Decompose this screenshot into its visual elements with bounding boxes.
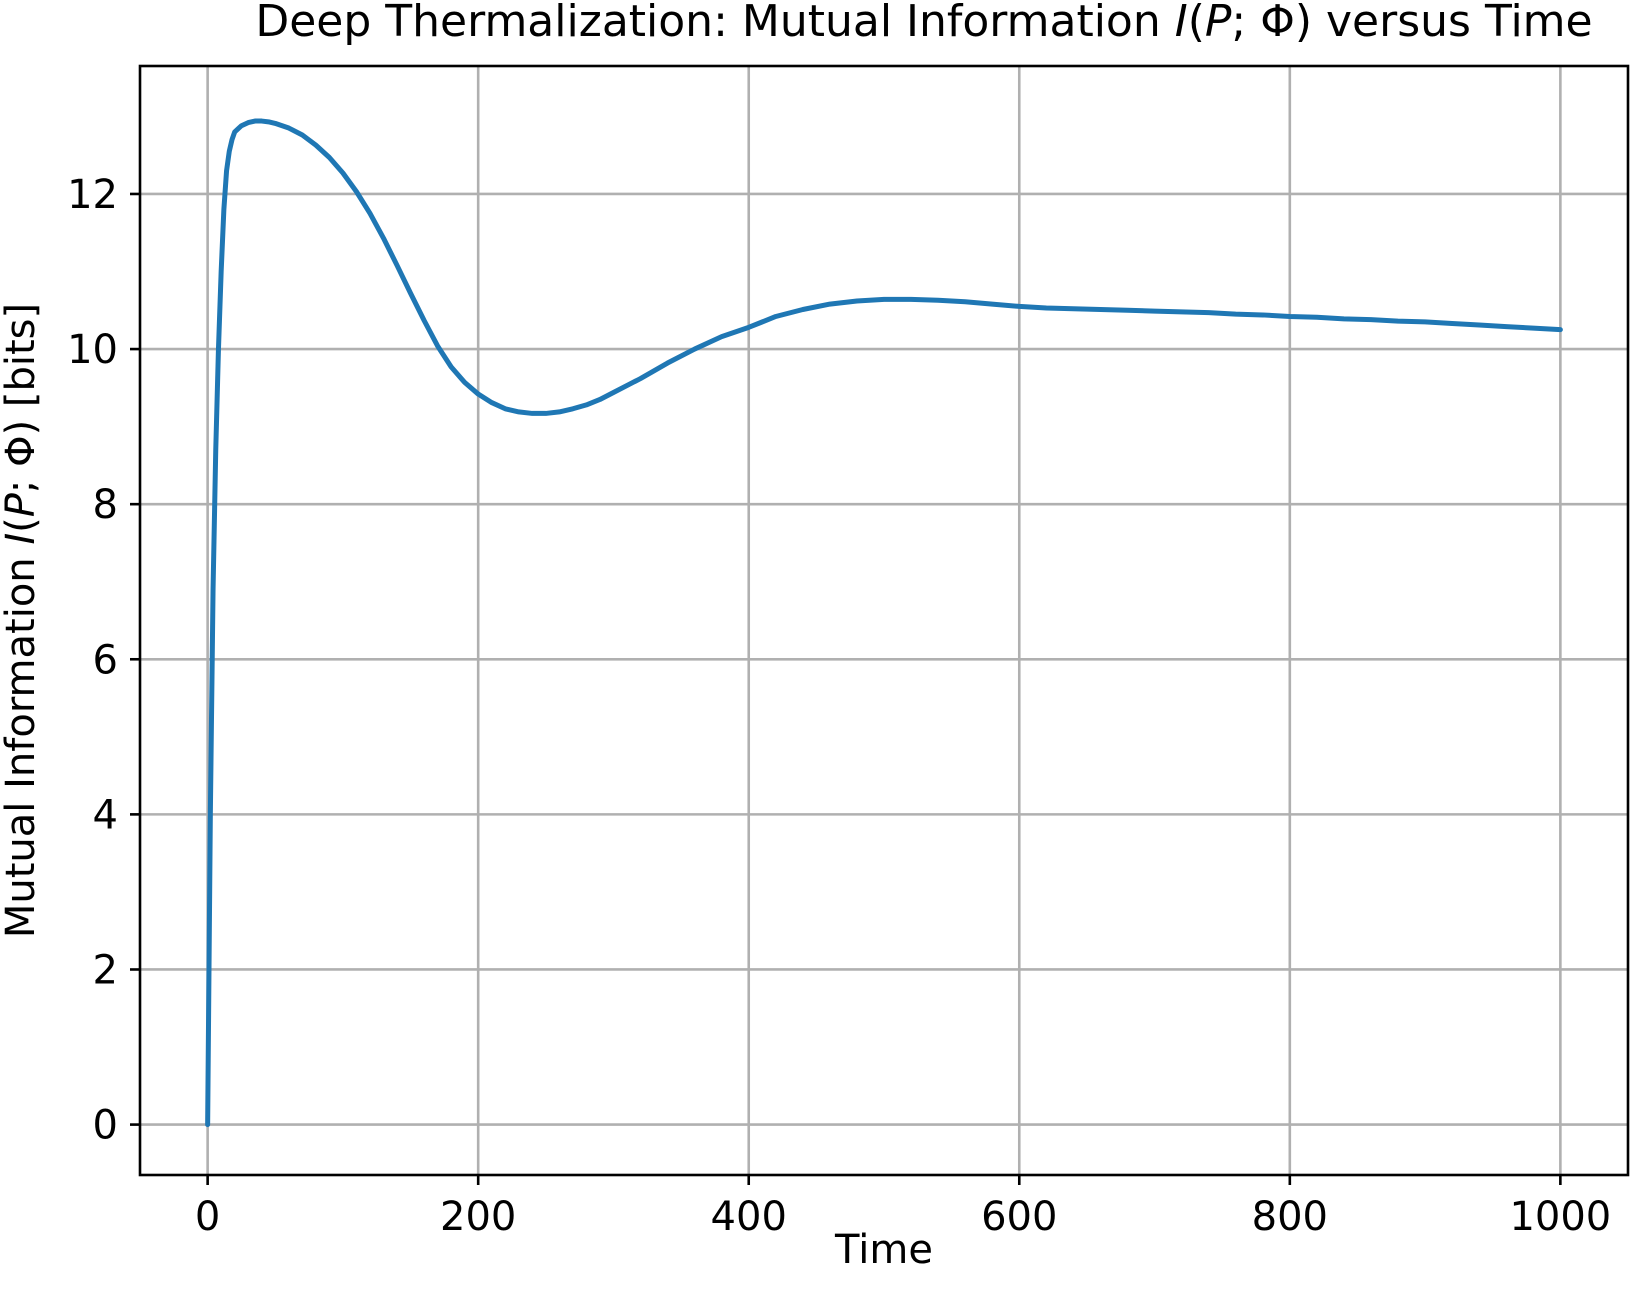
x-tick-label: 800 [1252,1194,1328,1240]
y-axis-label: Mutual Information I(P; Φ) [bits] [0,303,44,938]
x-tick-label: 200 [440,1194,516,1240]
mutual-information-line [205,118,1563,1128]
x-tick-label: 0 [195,1194,220,1240]
y-tick-label: 8 [93,482,118,528]
chart-title: Deep Thermalization: Mutual Information … [255,0,1592,47]
y-tick-label: 0 [93,1103,118,1149]
y-tick-label: 12 [67,172,118,218]
x-tick-label: 1000 [1509,1194,1611,1240]
tick-layer: 0 200 400 600 800 1000 0 2 4 6 8 10 12 [67,172,1611,1240]
plot-frame [138,64,1630,1177]
y-tick-label: 10 [67,327,118,373]
grid-layer [140,66,1628,1175]
y-tick-label: 2 [93,947,118,993]
y-tick-label: 4 [93,792,118,838]
x-tick-label: 400 [711,1194,787,1240]
y-tick-label: 6 [93,637,118,683]
x-axis-label: Time [834,1227,933,1273]
x-tick-label: 600 [981,1194,1057,1240]
